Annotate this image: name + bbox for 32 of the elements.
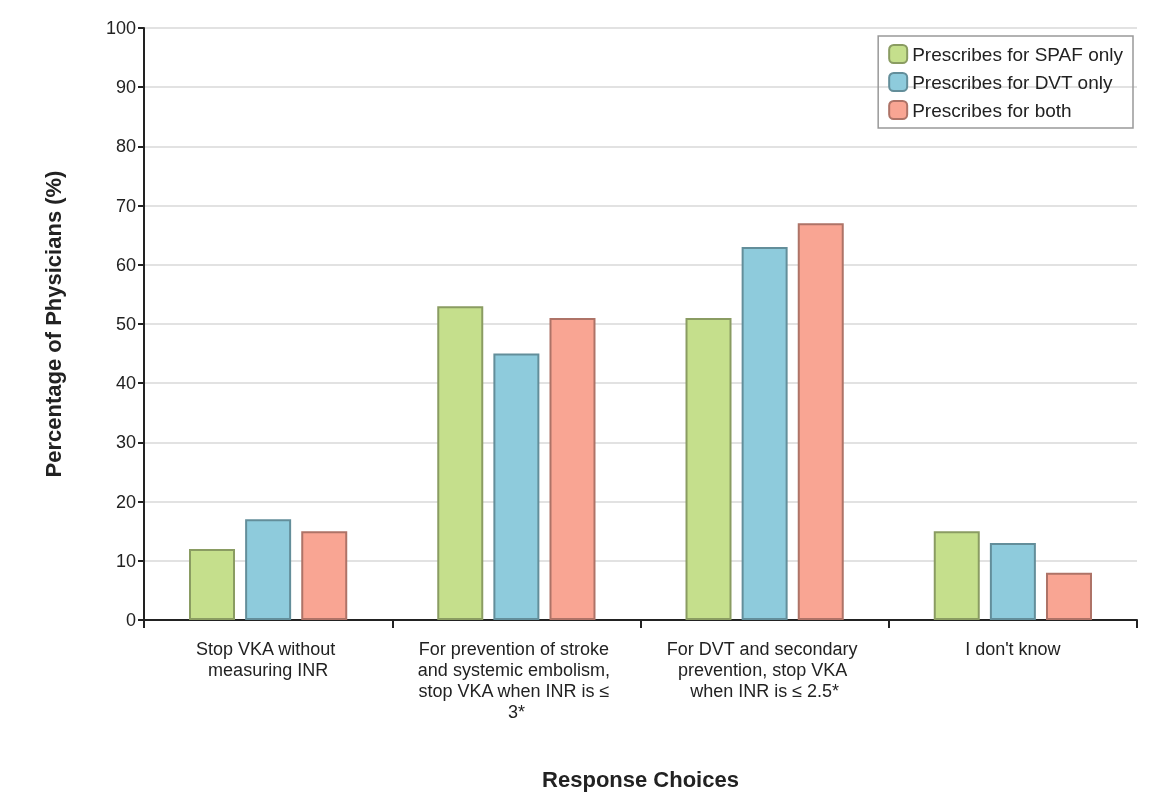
y-tick-label: 10	[115, 550, 136, 571]
legend-label: Prescribes for DVT only	[912, 71, 1113, 93]
bar	[989, 543, 1036, 620]
y-tick-label: 50	[115, 314, 136, 334]
bar	[245, 519, 292, 620]
bar	[933, 531, 980, 620]
y-tick-label: 100	[105, 18, 136, 38]
bar	[189, 548, 236, 620]
bar	[549, 318, 596, 620]
x-tick-label: For prevention of stroke and systemic embolism, stop VKA when INR is ≤ 3*	[417, 638, 615, 722]
y-tick-label: 90	[115, 77, 136, 98]
y-tick-label: 0	[125, 610, 136, 630]
x-axis-title: Response Choices	[542, 766, 739, 792]
y-axis-title: Percentage of Physicians (%)	[40, 170, 66, 478]
x-tick-label: For DVT and secondary prevention, stop VKA when INR is ≤ 2.5*	[666, 638, 863, 701]
bar	[301, 531, 348, 620]
bar	[741, 247, 788, 620]
y-tick-label: 60	[115, 254, 136, 275]
y-tick-label: 30	[115, 432, 136, 453]
y-tick-label: 40	[115, 373, 136, 394]
legend-label: Prescribes for SPAF only	[912, 43, 1124, 65]
bar	[797, 223, 844, 620]
bar	[493, 353, 540, 620]
bar	[685, 318, 732, 620]
y-tick-label: 70	[115, 195, 136, 216]
x-tick-label: I don't know	[965, 638, 1062, 659]
bar	[437, 306, 484, 620]
x-tick-label: Stop VKA without measuring INR	[196, 638, 341, 680]
legend-label: Prescribes for both	[912, 99, 1072, 121]
bar	[1045, 572, 1092, 620]
y-tick-label: 80	[115, 136, 136, 157]
y-tick-label: 20	[115, 491, 136, 512]
